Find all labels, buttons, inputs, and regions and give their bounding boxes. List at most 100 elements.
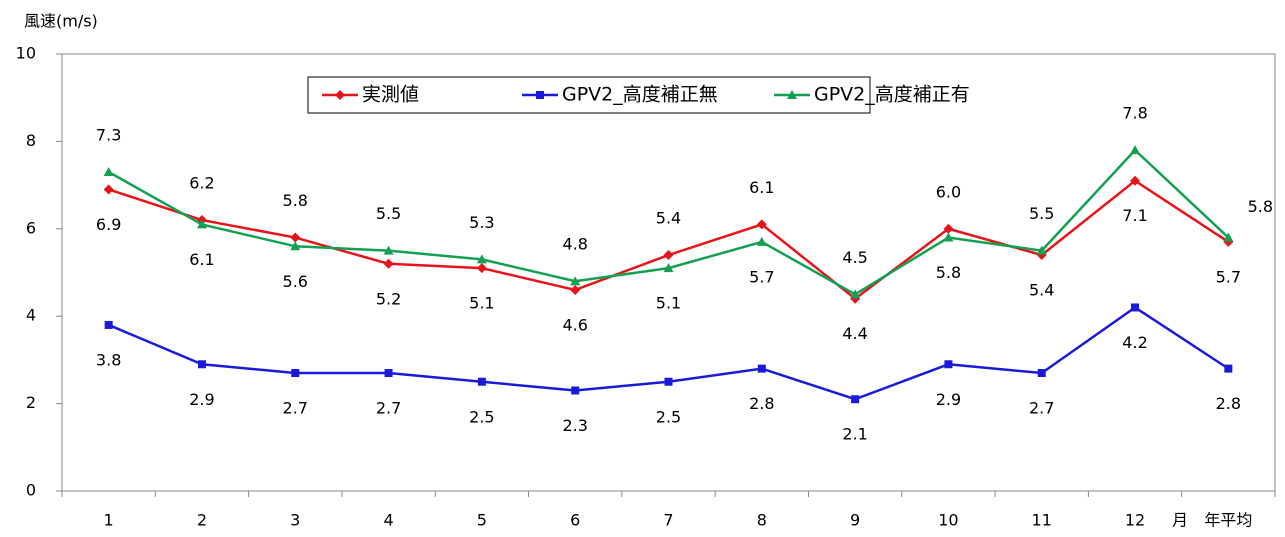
- legend-label: 実測値: [362, 84, 419, 106]
- data-label: 4.2: [1122, 333, 1147, 352]
- y-tick-label: 4: [26, 306, 36, 325]
- data-label: 2.9: [936, 390, 961, 409]
- data-label: 6.2: [189, 174, 214, 193]
- data-label: 2.7: [1029, 399, 1054, 418]
- marker: [291, 369, 300, 378]
- data-label: 2.5: [469, 407, 494, 426]
- data-label: 5.8: [283, 191, 308, 210]
- marker: [1130, 175, 1141, 186]
- marker: [476, 254, 487, 264]
- x-tick-label: 8: [757, 511, 767, 530]
- marker: [663, 263, 674, 273]
- x-tick-label: 2: [197, 511, 207, 530]
- data-label: 7.1: [1122, 206, 1147, 225]
- marker: [851, 395, 860, 404]
- marker: [476, 263, 487, 274]
- x-tick-label: 11: [1032, 511, 1052, 530]
- marker: [1130, 145, 1141, 155]
- data-label: 5.6: [283, 272, 308, 291]
- marker: [103, 184, 114, 195]
- data-label: 6.9: [96, 215, 121, 234]
- data-label: 5.5: [376, 204, 401, 223]
- marker: [943, 232, 954, 242]
- x-tick-label: 年平均: [1204, 511, 1252, 530]
- data-label: 4.6: [562, 315, 587, 334]
- x-tick-label: 1: [104, 511, 114, 530]
- y-tick-label: 0: [26, 481, 36, 500]
- marker: [1131, 303, 1140, 312]
- data-label: 5.4: [1029, 281, 1054, 300]
- marker: [197, 360, 206, 369]
- x-tick-label: 4: [383, 511, 393, 530]
- data-label: 5.1: [656, 294, 681, 313]
- data-label: 4.8: [562, 235, 587, 254]
- data-label: 5.3: [469, 213, 494, 232]
- data-label: 5.4: [656, 209, 681, 228]
- marker: [756, 236, 767, 246]
- data-label: 3.8: [96, 350, 121, 369]
- marker: [384, 369, 393, 378]
- legend-label: GPV2_高度補正無: [562, 84, 718, 106]
- y-tick-label: 6: [26, 218, 36, 237]
- data-label: 5.1: [469, 294, 494, 313]
- marker: [757, 364, 766, 373]
- y-tick-label: 2: [26, 393, 36, 412]
- data-label: 2.7: [283, 399, 308, 418]
- data-label: 4.4: [842, 324, 867, 343]
- x-tick-label: 5: [477, 511, 487, 530]
- data-label: 7.3: [96, 125, 121, 144]
- marker: [1037, 369, 1046, 378]
- marker: [1223, 232, 1234, 242]
- data-label: 2.5: [656, 407, 681, 426]
- marker: [290, 241, 301, 251]
- y-axis-label: 風速(m/s): [24, 12, 98, 31]
- x-tick-label: 6: [570, 511, 580, 530]
- x-tick-label: 12: [1125, 511, 1145, 530]
- x-axis-label: 月: [1172, 511, 1188, 530]
- data-label: 2.7: [376, 399, 401, 418]
- marker: [290, 232, 301, 243]
- marker: [1224, 364, 1233, 373]
- marker: [1036, 245, 1047, 255]
- marker: [664, 377, 673, 386]
- data-label: 5.8: [1248, 197, 1273, 216]
- marker: [850, 289, 861, 299]
- x-tick-label: 10: [938, 511, 958, 530]
- marker: [943, 223, 954, 234]
- data-label: 2.1: [842, 425, 867, 444]
- data-label: 4.5: [842, 248, 867, 267]
- marker: [335, 90, 345, 100]
- marker: [944, 360, 953, 369]
- data-label: 7.8: [1122, 104, 1147, 123]
- data-label: 2.8: [1216, 394, 1241, 413]
- data-label: 6.0: [936, 182, 961, 201]
- marker: [570, 276, 581, 286]
- data-label: 6.1: [749, 178, 774, 197]
- marker: [787, 90, 797, 99]
- data-label: 5.8: [936, 263, 961, 282]
- data-label: 5.7: [749, 267, 774, 286]
- x-tick-label: 7: [663, 511, 673, 530]
- data-label: 2.9: [189, 390, 214, 409]
- y-tick-label: 10: [16, 44, 36, 63]
- data-label: 5.2: [376, 289, 401, 308]
- marker: [383, 245, 394, 255]
- marker: [663, 250, 674, 261]
- data-label: 2.3: [562, 416, 587, 435]
- marker: [383, 258, 394, 269]
- data-label: 6.1: [189, 250, 214, 269]
- x-tick-label: 3: [290, 511, 300, 530]
- marker: [196, 219, 207, 229]
- marker: [103, 166, 114, 176]
- marker: [571, 386, 580, 395]
- data-label: 5.5: [1029, 204, 1054, 223]
- marker: [104, 320, 113, 329]
- data-label: 2.8: [749, 394, 774, 413]
- legend-label: GPV2_高度補正有: [814, 84, 970, 106]
- marker: [477, 377, 486, 386]
- marker: [756, 219, 767, 230]
- x-tick-label: 9: [850, 511, 860, 530]
- marker: [536, 91, 544, 99]
- data-label: 5.7: [1216, 267, 1241, 286]
